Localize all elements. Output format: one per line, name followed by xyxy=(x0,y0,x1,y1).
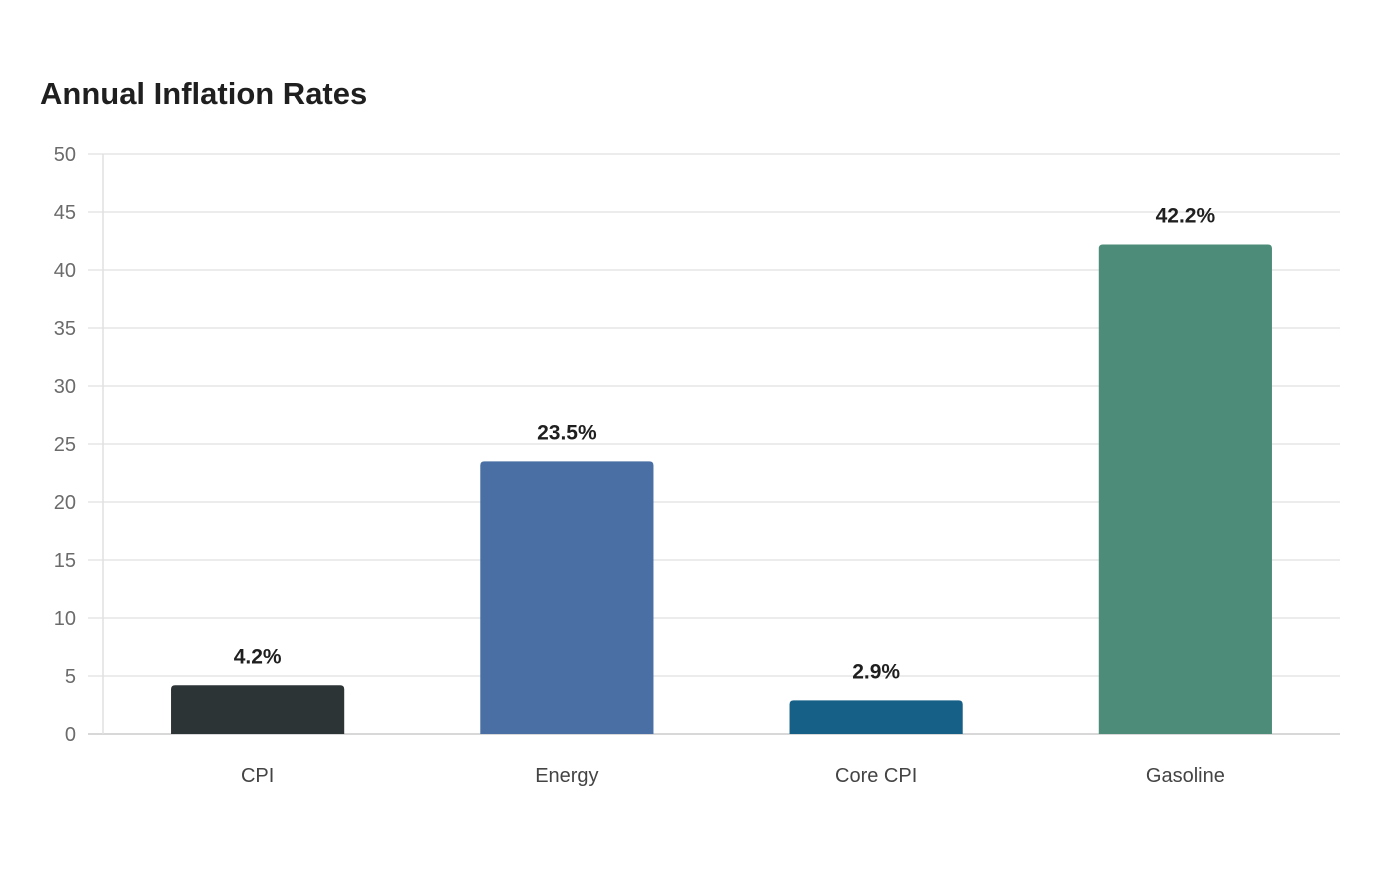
y-tick-label: 45 xyxy=(54,202,76,224)
y-tick-labels: 0 5 10 15 20 25 30 35 40 45 50 xyxy=(54,144,76,746)
y-tick-label: 0 xyxy=(65,724,76,746)
y-tick-label: 10 xyxy=(54,608,76,630)
y-tick-label: 35 xyxy=(54,318,76,340)
bar-cpi xyxy=(171,685,345,734)
bar-core-cpi xyxy=(789,700,963,734)
category-labels: CPI Energy Core CPI Gasoline xyxy=(241,765,1225,787)
data-label: 2.9% xyxy=(852,660,900,683)
y-tick-label: 30 xyxy=(54,376,76,398)
y-tick-label: 15 xyxy=(54,550,76,572)
category-label: Energy xyxy=(535,765,598,787)
data-label: 42.2% xyxy=(1156,204,1216,227)
category-label: CPI xyxy=(241,765,274,787)
y-tick-label: 25 xyxy=(54,434,76,456)
y-tick-label: 40 xyxy=(54,260,76,282)
data-label: 23.5% xyxy=(537,421,597,444)
y-tick-label: 5 xyxy=(65,666,76,688)
bars xyxy=(171,244,1272,735)
category-label: Core CPI xyxy=(835,765,917,787)
bar-energy xyxy=(480,461,654,734)
category-label: Gasoline xyxy=(1146,765,1225,787)
data-label: 4.2% xyxy=(234,645,282,668)
data-labels: 4.2% 23.5% 2.9% 42.2% xyxy=(234,204,1216,683)
chart-title: Annual Inflation Rates xyxy=(40,76,368,111)
y-tick-label: 20 xyxy=(54,492,76,514)
bar-gasoline xyxy=(1098,244,1272,735)
y-tick-label: 50 xyxy=(54,144,76,166)
